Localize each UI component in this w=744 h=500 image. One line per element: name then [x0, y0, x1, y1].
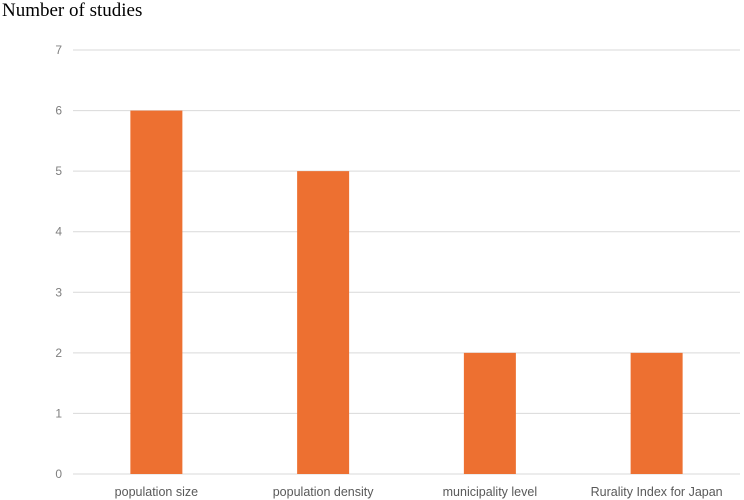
y-axis-label: Number of studies [2, 0, 143, 21]
bar [463, 352, 516, 474]
x-tick-label: population density [273, 485, 375, 499]
y-tick-label: 1 [55, 406, 62, 420]
x-tick-label: population size [115, 485, 198, 499]
y-tick-label: 5 [55, 164, 62, 178]
y-tick-label: 3 [55, 285, 62, 299]
y-tick-label: 2 [55, 346, 62, 360]
x-tick-label: municipality level [443, 485, 537, 499]
bar [297, 171, 350, 474]
y-tick-label: 7 [55, 43, 62, 57]
bar [130, 110, 183, 475]
y-tick-label: 0 [55, 467, 62, 481]
y-tick-label: 4 [55, 225, 62, 239]
y-tick-label: 6 [55, 104, 62, 118]
x-tick-label: Rurality Index for Japan [591, 485, 723, 499]
bar [630, 352, 683, 474]
